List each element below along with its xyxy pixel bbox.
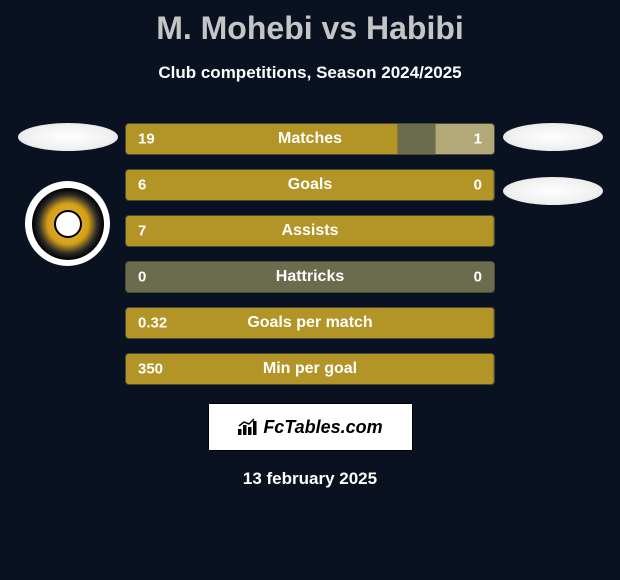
stat-value-right: 0: [474, 269, 482, 286]
player-marker-right-2: [503, 177, 603, 205]
stat-value-right: 0: [474, 177, 482, 194]
brand-box[interactable]: FcTables.com: [208, 403, 413, 451]
stat-bar-min-per-goal: 350 Min per goal: [125, 353, 495, 385]
stat-label: Goals per match: [247, 314, 372, 332]
stat-bar-hattricks: 0 Hattricks 0: [125, 261, 495, 293]
stat-value-left: 19: [138, 131, 155, 148]
club-logo-left: [25, 181, 110, 266]
stat-value-left: 6: [138, 177, 146, 194]
stat-bar-assists: 7 Assists: [125, 215, 495, 247]
stat-label: Assists: [282, 222, 339, 240]
stat-label: Hattricks: [276, 268, 344, 286]
stat-bar-goals: 6 Goals 0: [125, 169, 495, 201]
subtitle: Club competitions, Season 2024/2025: [0, 47, 620, 83]
stat-value-left: 7: [138, 223, 146, 240]
stat-value-right: 1: [474, 131, 482, 148]
bar-fill-right: [435, 124, 494, 154]
stat-value-left: 0: [138, 269, 146, 286]
stat-label: Min per goal: [263, 360, 357, 378]
stat-label: Goals: [288, 176, 332, 194]
stat-value-left: 350: [138, 361, 163, 378]
content-area: 19 Matches 1 6 Goals 0 7 Assists 0 Hattricks 0 0.32…: [0, 123, 620, 385]
stat-bar-matches: 19 Matches 1: [125, 123, 495, 155]
stat-bar-goals-per-match: 0.32 Goals per match: [125, 307, 495, 339]
date-text: 13 february 2025: [0, 469, 620, 489]
player-marker-right-1: [503, 123, 603, 151]
brand-text: FcTables.com: [263, 417, 382, 438]
page-title: M. Mohebi vs Habibi: [0, 0, 620, 47]
chart-icon: [237, 418, 257, 436]
left-player-column: [10, 123, 125, 385]
stat-value-left: 0.32: [138, 315, 167, 332]
right-player-column: [495, 123, 610, 385]
bar-fill-left: [126, 124, 398, 154]
player-marker-left: [18, 123, 118, 151]
stats-column: 19 Matches 1 6 Goals 0 7 Assists 0 Hattricks 0 0.32…: [125, 123, 495, 385]
stat-label: Matches: [278, 130, 342, 148]
